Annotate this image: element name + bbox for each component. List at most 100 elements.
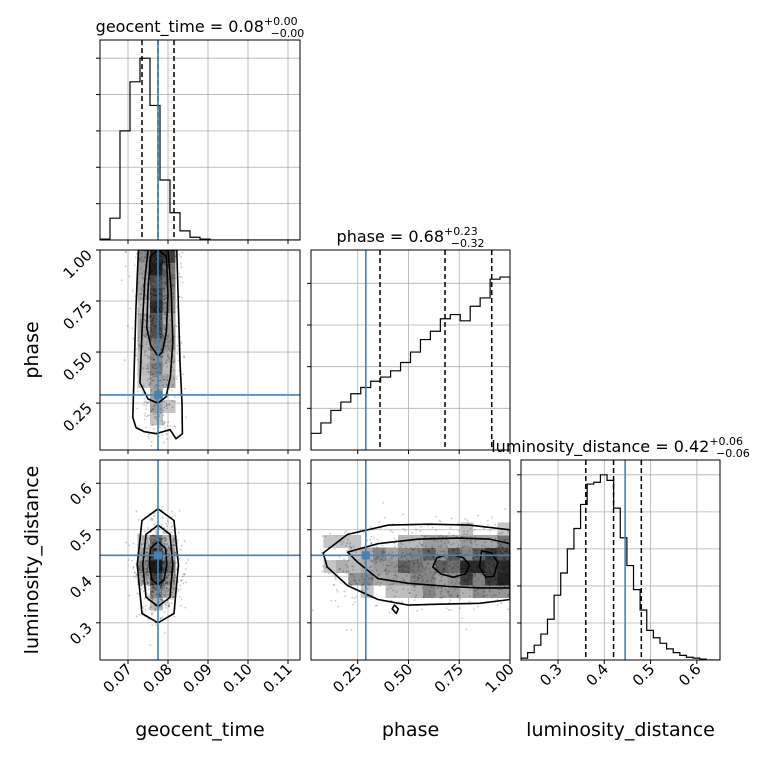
sample-point [147,595,149,598]
sample-point [162,569,165,572]
sample-point [459,607,462,610]
sample-point [171,586,174,589]
sample-point [507,530,509,533]
sample-point [421,580,424,583]
sample-point [154,346,156,349]
sample-point [409,552,412,555]
sample-point [413,559,416,562]
sample-point [464,518,467,520]
sample-point [165,532,167,535]
sample-point [160,584,162,587]
axes-frame [99,459,301,661]
density-cell [150,325,163,338]
sample-point [422,566,425,568]
sample-point [159,288,162,291]
sample-point [345,572,348,575]
sample-point [150,591,152,594]
sample-point [491,565,494,567]
sample-point [160,333,162,336]
sample-point [151,587,154,590]
sample-point [174,425,177,428]
sample-point [151,542,154,544]
sample-point [447,591,450,594]
sample-point [487,557,490,560]
density-cell [447,585,461,598]
sample-point [172,296,175,299]
sample-point [460,552,463,555]
sample-point [497,567,500,569]
sample-point [456,595,459,598]
sample-point [151,318,154,320]
sample-point [181,281,184,284]
sample-point [162,441,165,444]
sample-point [422,578,424,581]
sample-point [337,572,339,574]
sample-point [463,567,466,570]
sample-point [151,574,154,577]
sample-point [137,307,140,310]
sample-point [471,574,474,577]
sample-point [395,591,398,593]
sample-point [162,269,165,272]
sample-point [477,568,480,571]
sample-point [162,340,164,343]
sample-point [501,566,504,568]
sample-point [347,538,349,541]
sample-point [158,293,161,295]
sample-point [350,628,353,631]
sample-point [149,540,152,543]
sample-point [382,501,385,504]
sample-point [352,575,355,578]
sample-point [145,542,148,545]
sample-point [148,297,151,300]
sample-point [166,600,169,602]
sample-point [151,587,154,590]
sample-point [149,370,152,373]
sample-point [139,303,142,306]
sample-point [443,550,446,553]
sample-point [155,340,158,343]
sample-point [160,330,163,332]
sample-point [163,400,166,403]
sample-point [417,577,420,580]
panel-content [311,460,510,660]
sample-point [416,579,419,582]
sample-point [311,609,314,612]
sample-point [163,562,166,565]
sample-point [180,580,183,583]
sample-point [163,317,166,319]
sample-point [403,570,406,573]
sample-point [150,328,153,331]
sample-point [163,311,166,314]
sample-point [444,561,447,564]
sample-point [161,599,164,602]
sample-point [154,326,157,329]
sample-point [154,289,157,292]
sample-point [179,275,181,278]
sample-point [385,573,388,576]
sample-point [397,569,400,572]
density-cell [348,572,362,586]
sample-point [438,519,441,522]
sample-point [151,583,154,586]
sample-point [147,357,150,359]
sample-point [403,562,406,564]
sample-point [159,307,161,310]
sample-point [158,268,161,271]
sample-point [152,567,155,569]
truth-marker [154,551,162,560]
sample-point [146,435,149,438]
sample-point [165,402,168,405]
sample-point [164,271,167,273]
sample-point [451,581,453,584]
sample-point [475,589,477,592]
sample-point [337,605,340,608]
sample-point [151,552,154,555]
sample-point [488,583,491,586]
sample-point [161,434,163,436]
sample-point [456,522,459,525]
sample-point [498,591,500,594]
sample-point [486,571,489,574]
sample-point [404,580,406,582]
sample-point [453,588,456,591]
